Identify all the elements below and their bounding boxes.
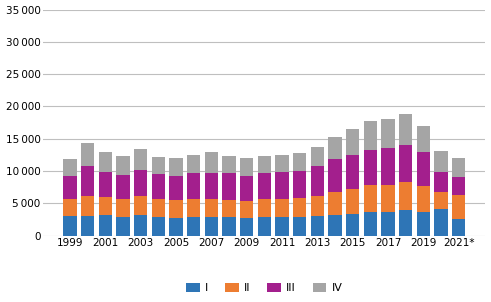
Bar [328, 215, 342, 236]
Bar [435, 151, 448, 172]
Bar [134, 170, 147, 196]
Bar [346, 156, 359, 189]
Bar [452, 220, 465, 236]
Bar [240, 175, 253, 201]
Bar [116, 175, 130, 199]
Bar [258, 156, 271, 173]
Bar [169, 218, 183, 236]
Bar [169, 175, 183, 200]
Bar [81, 143, 94, 166]
Bar [99, 197, 112, 215]
Bar [187, 199, 200, 217]
Bar [417, 152, 430, 186]
Bar [240, 218, 253, 236]
Bar [187, 217, 200, 236]
Bar [169, 200, 183, 218]
Bar [187, 155, 200, 173]
Bar [311, 216, 324, 236]
Bar [346, 189, 359, 214]
Bar [311, 195, 324, 216]
Bar [293, 171, 306, 198]
Bar [152, 217, 165, 236]
Bar [399, 182, 412, 210]
Bar [328, 159, 342, 192]
Bar [364, 121, 377, 150]
Bar [205, 152, 218, 173]
Bar [99, 152, 112, 172]
Bar [134, 196, 147, 215]
Bar [63, 216, 77, 236]
Bar [99, 215, 112, 236]
Bar [134, 149, 147, 170]
Bar [222, 217, 236, 236]
Bar [328, 137, 342, 159]
Bar [293, 198, 306, 217]
Bar [399, 145, 412, 182]
Bar [116, 156, 130, 175]
Bar [311, 166, 324, 195]
Bar [187, 173, 200, 199]
Bar [275, 172, 289, 199]
Bar [205, 217, 218, 236]
Bar [63, 159, 77, 175]
Bar [452, 195, 465, 220]
Bar [240, 158, 253, 175]
Bar [81, 195, 94, 216]
Bar [399, 114, 412, 145]
Bar [275, 217, 289, 236]
Bar [116, 199, 130, 217]
Bar [417, 186, 430, 212]
Bar [435, 172, 448, 192]
Bar [364, 185, 377, 212]
Bar [116, 217, 130, 236]
Bar [382, 212, 395, 236]
Bar [382, 148, 395, 185]
Bar [311, 147, 324, 166]
Bar [435, 192, 448, 209]
Bar [134, 215, 147, 236]
Bar [99, 172, 112, 197]
Bar [346, 129, 359, 156]
Bar [169, 158, 183, 175]
Bar [222, 173, 236, 200]
Bar [452, 158, 465, 177]
Bar [258, 217, 271, 236]
Bar [240, 201, 253, 218]
Bar [258, 199, 271, 217]
Bar [346, 214, 359, 236]
Bar [222, 200, 236, 217]
Bar [205, 199, 218, 217]
Bar [275, 199, 289, 217]
Bar [364, 212, 377, 236]
Bar [258, 173, 271, 199]
Bar [293, 153, 306, 171]
Bar [81, 216, 94, 236]
Legend: I, II, III, IV: I, II, III, IV [182, 278, 347, 298]
Bar [382, 119, 395, 148]
Bar [63, 199, 77, 216]
Bar [152, 199, 165, 217]
Bar [417, 126, 430, 152]
Bar [452, 177, 465, 195]
Bar [328, 192, 342, 215]
Bar [364, 150, 377, 185]
Bar [222, 156, 236, 173]
Bar [152, 174, 165, 199]
Bar [205, 173, 218, 199]
Bar [417, 212, 430, 236]
Bar [63, 175, 77, 199]
Bar [293, 217, 306, 236]
Bar [399, 210, 412, 236]
Bar [275, 156, 289, 172]
Bar [435, 209, 448, 236]
Bar [152, 157, 165, 174]
Bar [382, 185, 395, 212]
Bar [81, 166, 94, 195]
